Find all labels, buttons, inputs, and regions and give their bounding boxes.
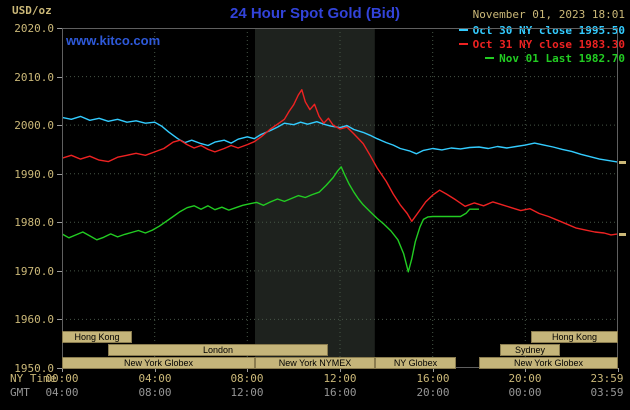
x-axis-tick bbox=[525, 368, 526, 372]
kitco-watermark-link[interactable]: www.kitco.com bbox=[66, 33, 161, 48]
x-axis-tick bbox=[618, 368, 619, 372]
x-axis-tick bbox=[155, 368, 156, 372]
session-box-hong-kong: Hong Kong bbox=[62, 331, 132, 343]
y-axis-tick-label: 1970.0 bbox=[14, 264, 54, 278]
legend-line-marker-icon bbox=[458, 29, 468, 31]
y-axis-tick bbox=[57, 28, 62, 29]
chart-title: 24 Hour Spot Gold (Bid) bbox=[230, 5, 400, 22]
session-box-sydney: Sydney bbox=[500, 344, 560, 356]
y-axis-tick-label: 1950.0 bbox=[14, 362, 54, 375]
y-axis-tick bbox=[57, 125, 62, 127]
x-axis-ny-label: 20:00 bbox=[508, 372, 542, 385]
legend-entry-label: Oct 30 NY close 1995.50 bbox=[472, 24, 625, 37]
y-axis-tick-label: 2010.0 bbox=[14, 70, 54, 84]
session-box-new-york-globex: New York Globex bbox=[62, 357, 255, 369]
x-axis-gmt-label: 04:00 bbox=[45, 386, 79, 399]
x-axis-tick bbox=[433, 368, 434, 372]
y-axis-tick-label: 1960.0 bbox=[14, 313, 54, 327]
x-axis-ny-label: 08:00 bbox=[230, 372, 264, 385]
y-axis-tick-label: 2000.0 bbox=[14, 119, 54, 133]
gmt-caption: GMT bbox=[10, 386, 30, 399]
price-end-marker bbox=[619, 232, 626, 236]
nymex-session-band bbox=[255, 28, 375, 368]
legend-entry: Oct 31 NY close 1983.30 bbox=[458, 38, 625, 52]
x-axis-gmt-label: 12:00 bbox=[230, 386, 264, 399]
x-axis-ny-label: 12:00 bbox=[323, 372, 357, 385]
ny-time-caption: NY Time bbox=[10, 372, 57, 385]
x-axis-gmt-label: 08:00 bbox=[138, 386, 172, 399]
session-box-london: London bbox=[108, 344, 328, 356]
x-axis-ny-label: 23:59 bbox=[590, 372, 624, 385]
x-axis-gmt-label: 03:59 bbox=[590, 386, 624, 399]
x-axis-tick bbox=[247, 368, 248, 372]
x-axis-gmt-label: 16:00 bbox=[323, 386, 357, 399]
legend-line-marker-icon bbox=[458, 43, 468, 45]
x-axis-tick bbox=[62, 368, 63, 372]
x-axis-gmt-label: 20:00 bbox=[416, 386, 450, 399]
y-axis-tick bbox=[57, 270, 62, 272]
price-line bbox=[62, 166, 479, 273]
session-box-hong-kong: Hong Kong bbox=[531, 331, 618, 343]
x-axis-ny-label: 00:00 bbox=[45, 372, 79, 385]
legend-datetime: November 01, 2023 18:01 bbox=[472, 8, 625, 21]
legend-entry-label: Oct 31 NY close 1983.30 bbox=[472, 38, 625, 51]
y-axis-tick-label: 1990.0 bbox=[14, 167, 54, 181]
legend-entry-label: Nov 01 Last 1982.70 bbox=[499, 52, 625, 65]
x-axis-ny-label: 16:00 bbox=[416, 372, 450, 385]
price-end-marker bbox=[619, 161, 626, 165]
legend: November 01, 2023 18:01 Oct 30 NY close … bbox=[458, 8, 625, 66]
session-box-new-york-globex: New York Globex bbox=[479, 357, 618, 369]
gold-price-plot bbox=[62, 28, 618, 368]
y-axis-tick bbox=[57, 222, 62, 224]
x-axis-gmt-label: 00:00 bbox=[508, 386, 542, 399]
y-axis-tick bbox=[57, 368, 62, 369]
x-axis-tick bbox=[340, 368, 341, 372]
y-axis-tick-label: 2020.0 bbox=[14, 22, 54, 35]
y-axis-tick bbox=[57, 173, 62, 175]
legend-entry: Oct 30 NY close 1995.50 bbox=[458, 24, 625, 38]
y-axis-tick-label: 1980.0 bbox=[14, 216, 54, 230]
legend-line-marker-icon bbox=[485, 57, 495, 59]
price-line bbox=[62, 115, 618, 163]
x-axis-ny-label: 04:00 bbox=[138, 372, 172, 385]
price-line bbox=[62, 89, 618, 236]
units-label: USD/oz bbox=[12, 4, 52, 17]
y-axis-tick bbox=[57, 319, 62, 321]
session-box-new-york-nymex: New York NYMEX bbox=[255, 357, 375, 369]
session-box-ny-globex: NY Globex bbox=[375, 357, 456, 369]
y-axis-tick bbox=[57, 76, 62, 78]
legend-entry: Nov 01 Last 1982.70 bbox=[459, 52, 625, 66]
